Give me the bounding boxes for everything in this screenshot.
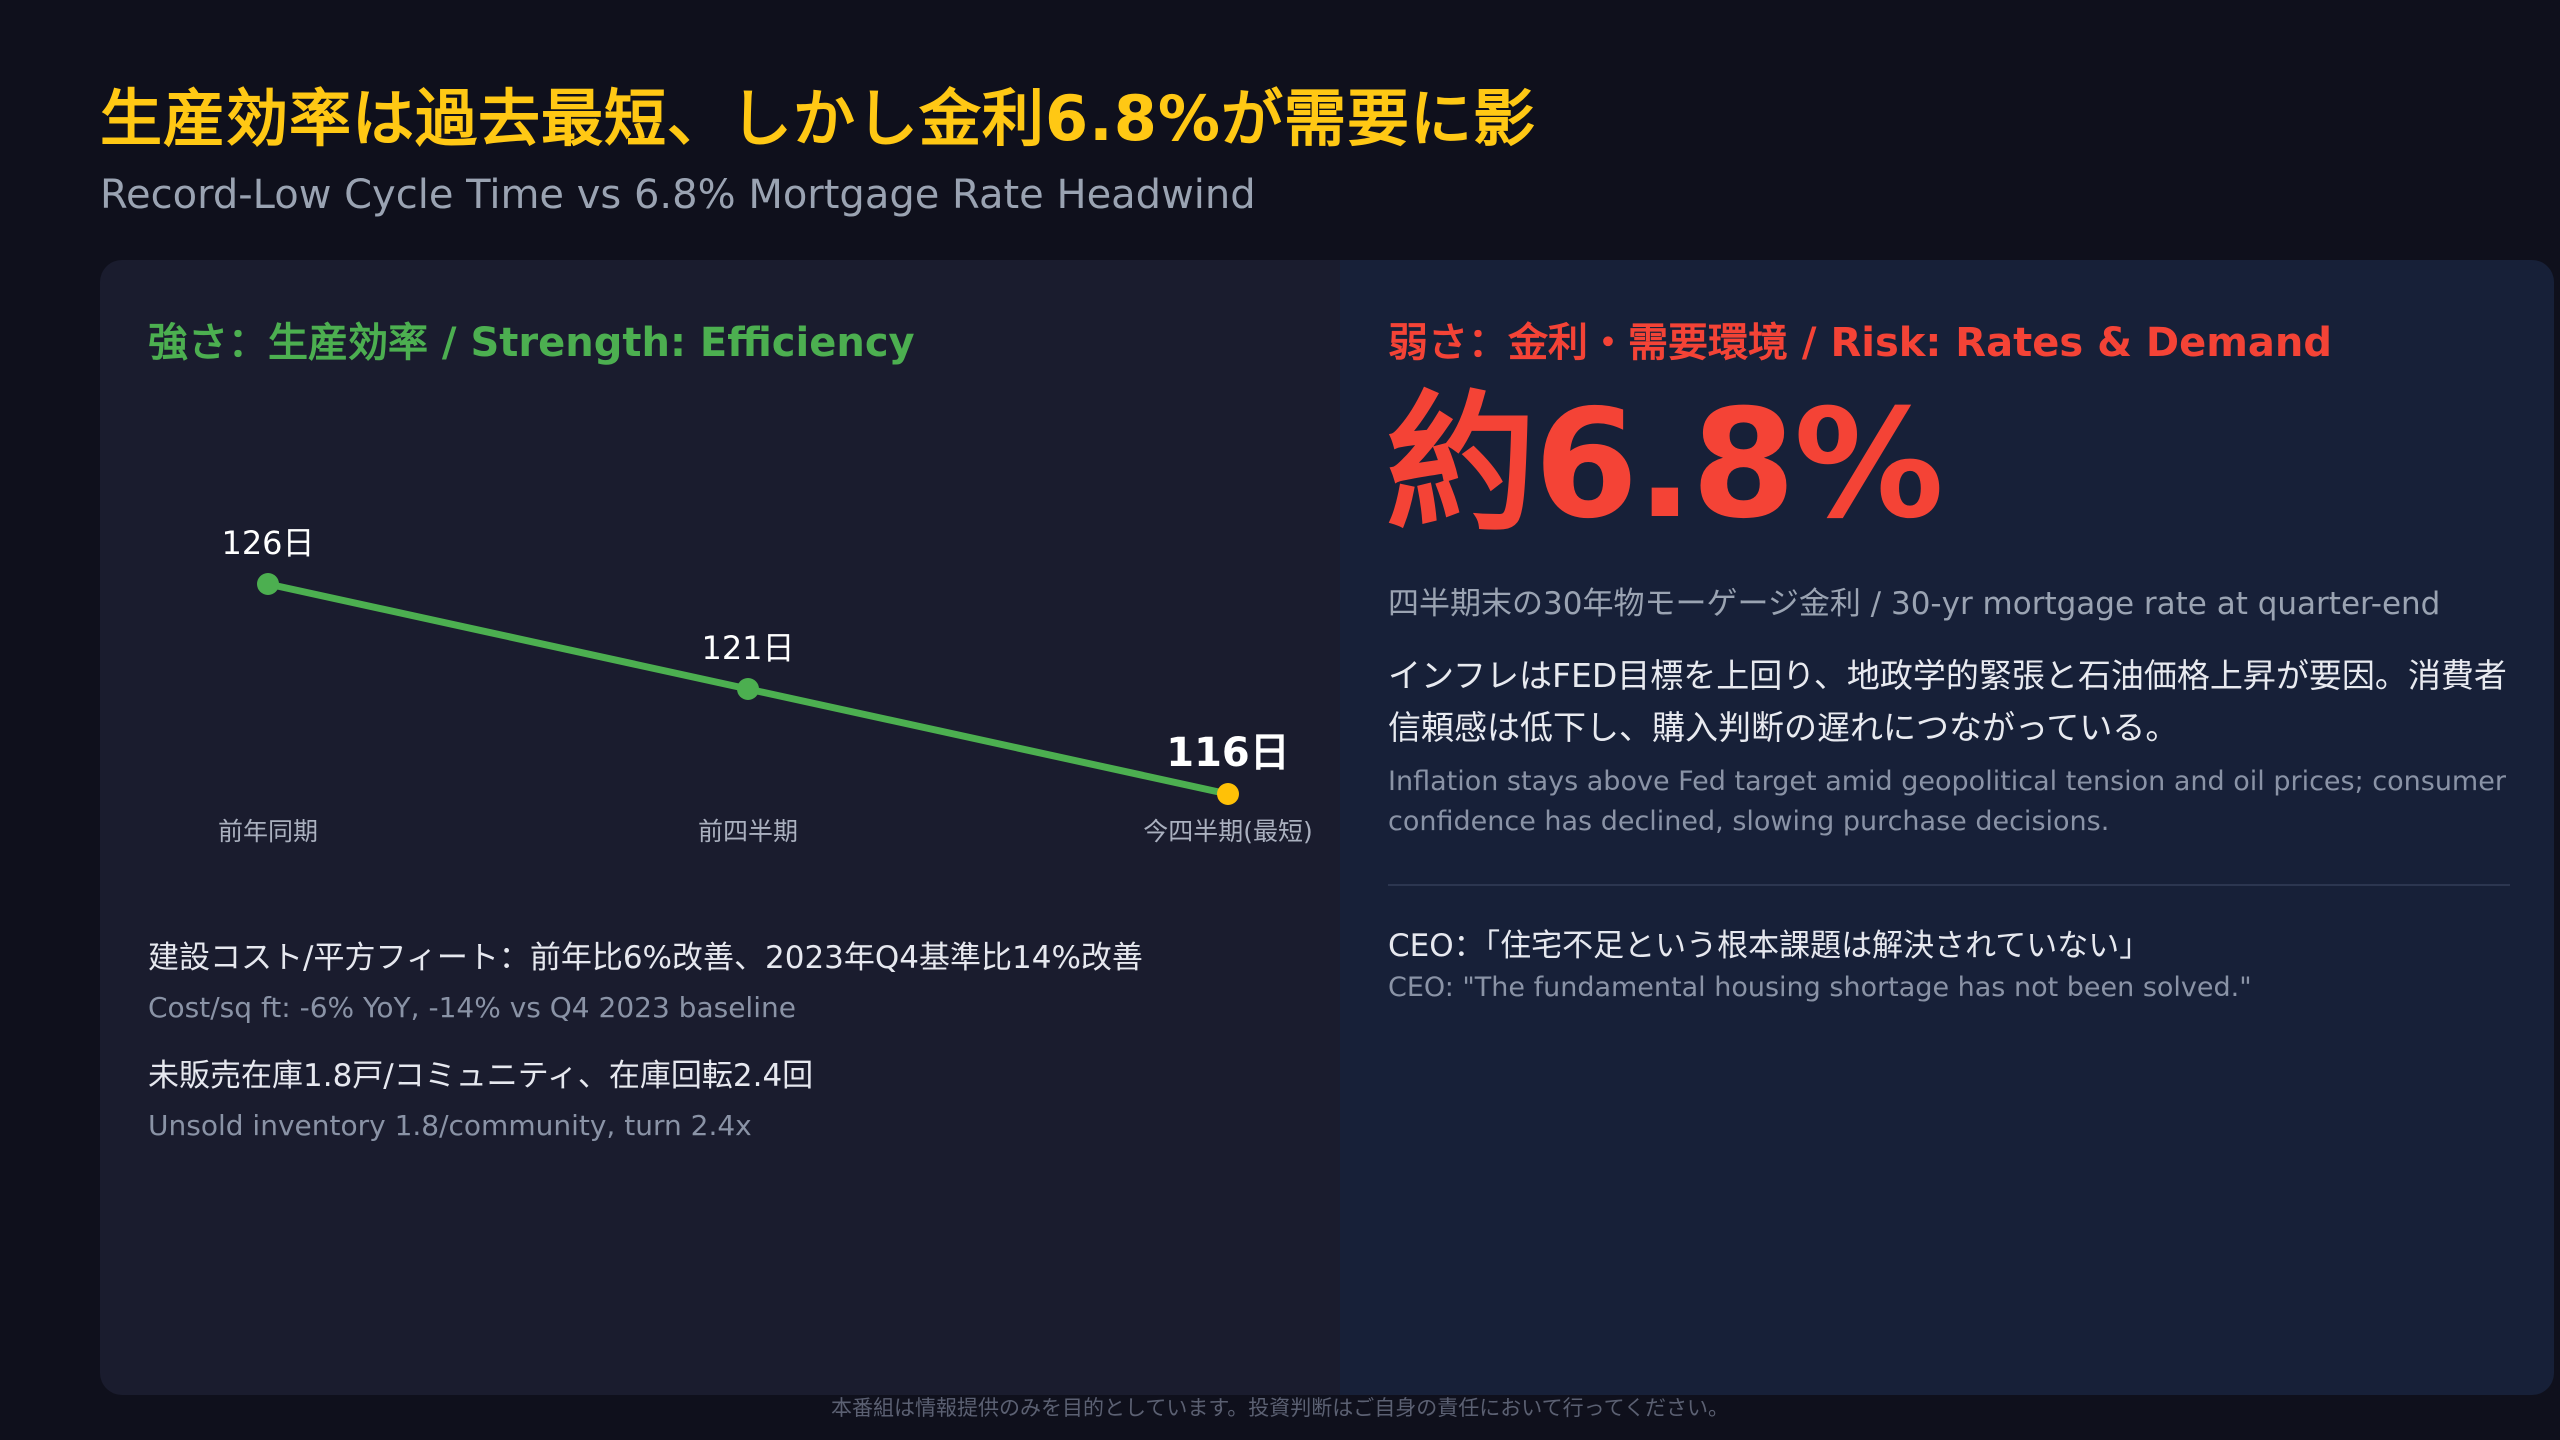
cost-note-ja: 建設コスト/平方フィート：前年比6%改善、2023年Q4基準比14%改善 (148, 940, 1143, 976)
risk-reason-ja: インフレはFED目標を上回り、地政学的緊張と石油価格上昇が要因。消費者信頼感は低… (1388, 656, 2507, 747)
data-label: 121日 (701, 629, 794, 667)
data-point (1217, 783, 1239, 805)
page-title: 生産効率は過去最短、しかし金利6.8%が需要に影 (100, 82, 1536, 155)
risk-panel: 弱さ：金利・需要環境 / Risk: Rates & Demand 約6.8% … (1340, 260, 2554, 1395)
x-tick-label: 前四半期 (698, 817, 798, 846)
disclaimer: 本番組は情報提供のみを目的としています。投資判断はご自身の責任において行ってくだ… (831, 1396, 1729, 1420)
data-label: 126日 (221, 524, 314, 562)
cost-note-en: Cost/sq ft: -6% YoY, -14% vs Q4 2023 bas… (148, 991, 796, 1024)
risk-heading: 弱さ：金利・需要環境 / Risk: Rates & Demand (1388, 320, 2333, 366)
data-label: 116日 (1166, 730, 1290, 776)
inventory-note: 未販売在庫1.8戸/コミュニティ、在庫回転2.4回 Unsold invento… (148, 1050, 813, 1142)
cost-note: 建設コスト/平方フィート：前年比6%改善、2023年Q4基準比14%改善 Cos… (148, 932, 1143, 1024)
strength-panel: 強さ：生産効率 / Strength: Efficiency 126日 前年同期 1… (100, 260, 1340, 1395)
x-tick-label: 今四半期(最短) (1143, 817, 1313, 846)
page-subtitle: Record-Low Cycle Time vs 6.8% Mortgage R… (100, 172, 1256, 218)
risk-reason-en: Inflation stays above Fed target amid ge… (1388, 766, 2506, 837)
mortgage-rate-value: 約6.8% (1386, 378, 1944, 552)
strength-heading: 強さ：生産効率 / Strength: Efficiency (148, 320, 915, 366)
data-point (737, 678, 759, 700)
inventory-note-ja: 未販売在庫1.8戸/コミュニティ、在庫回転2.4回 (148, 1058, 814, 1094)
mortgage-rate-caption: 四半期末の30年物モーゲージ金利 / 30-yr mortgage rate a… (1388, 586, 2441, 622)
ceo-quote-en: CEO: "The fundamental housing shortage h… (1388, 972, 2252, 1003)
inventory-note-en: Unsold inventory 1.8/community, turn 2.4… (148, 1109, 752, 1142)
x-tick-label: 前年同期 (218, 817, 318, 846)
data-point (257, 573, 279, 595)
divider (1388, 884, 2510, 886)
ceo-quote-ja: CEO：「住宅不足という根本課題は解決されていない」 (1388, 928, 2151, 964)
